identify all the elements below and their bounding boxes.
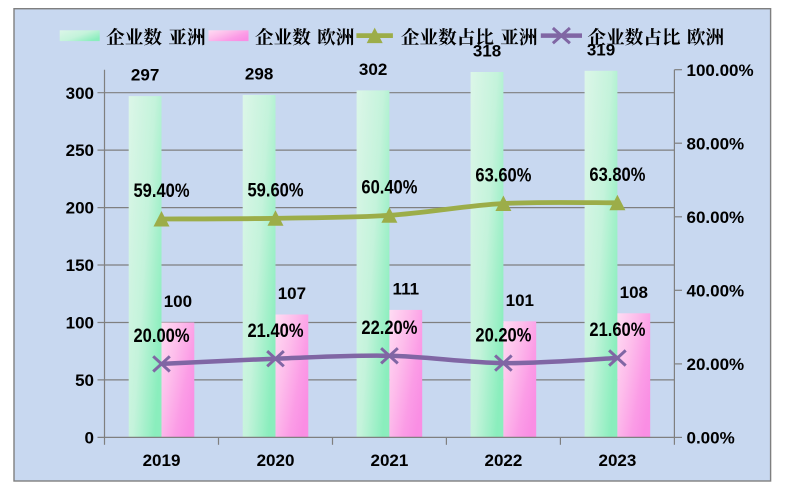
- svg-text:20.00%: 20.00%: [687, 355, 745, 374]
- svg-text:111: 111: [393, 279, 420, 298]
- svg-text:59.40%: 59.40%: [134, 180, 190, 202]
- svg-text:300: 300: [66, 84, 94, 103]
- svg-text:2021: 2021: [370, 451, 408, 470]
- svg-text:20.00%: 20.00%: [134, 325, 190, 347]
- svg-text:2022: 2022: [484, 451, 522, 470]
- svg-text:150: 150: [66, 256, 94, 275]
- svg-text:298: 298: [245, 65, 273, 84]
- svg-text:2023: 2023: [598, 451, 636, 470]
- svg-text:108: 108: [620, 283, 648, 302]
- svg-text:2020: 2020: [257, 451, 295, 470]
- svg-text:40.00%: 40.00%: [687, 281, 745, 300]
- svg-text:101: 101: [506, 291, 534, 310]
- svg-text:80.00%: 80.00%: [687, 134, 745, 153]
- svg-text:63.60%: 63.60%: [475, 165, 531, 187]
- svg-text:50: 50: [75, 371, 94, 390]
- svg-text:100: 100: [66, 314, 94, 333]
- svg-text:250: 250: [66, 141, 94, 160]
- svg-text:2019: 2019: [143, 451, 181, 470]
- svg-text:319: 319: [587, 40, 615, 59]
- svg-text:21.60%: 21.60%: [589, 319, 645, 341]
- svg-text:297: 297: [131, 66, 159, 85]
- svg-text:20.20%: 20.20%: [475, 324, 531, 346]
- svg-text:0: 0: [85, 429, 94, 448]
- svg-text:0.00%: 0.00%: [687, 429, 735, 448]
- svg-text:200: 200: [66, 199, 94, 218]
- svg-text:318: 318: [473, 42, 501, 61]
- svg-text:60.00%: 60.00%: [687, 208, 745, 227]
- svg-text:107: 107: [278, 284, 306, 303]
- svg-text:100: 100: [164, 292, 192, 311]
- svg-text:59.60%: 59.60%: [248, 180, 304, 202]
- svg-text:21.40%: 21.40%: [248, 320, 304, 342]
- svg-text:302: 302: [359, 60, 387, 79]
- svg-text:100.00%: 100.00%: [687, 61, 754, 80]
- svg-text:22.20%: 22.20%: [361, 317, 417, 339]
- svg-text:60.40%: 60.40%: [361, 177, 417, 199]
- svg-text:63.80%: 63.80%: [589, 164, 645, 186]
